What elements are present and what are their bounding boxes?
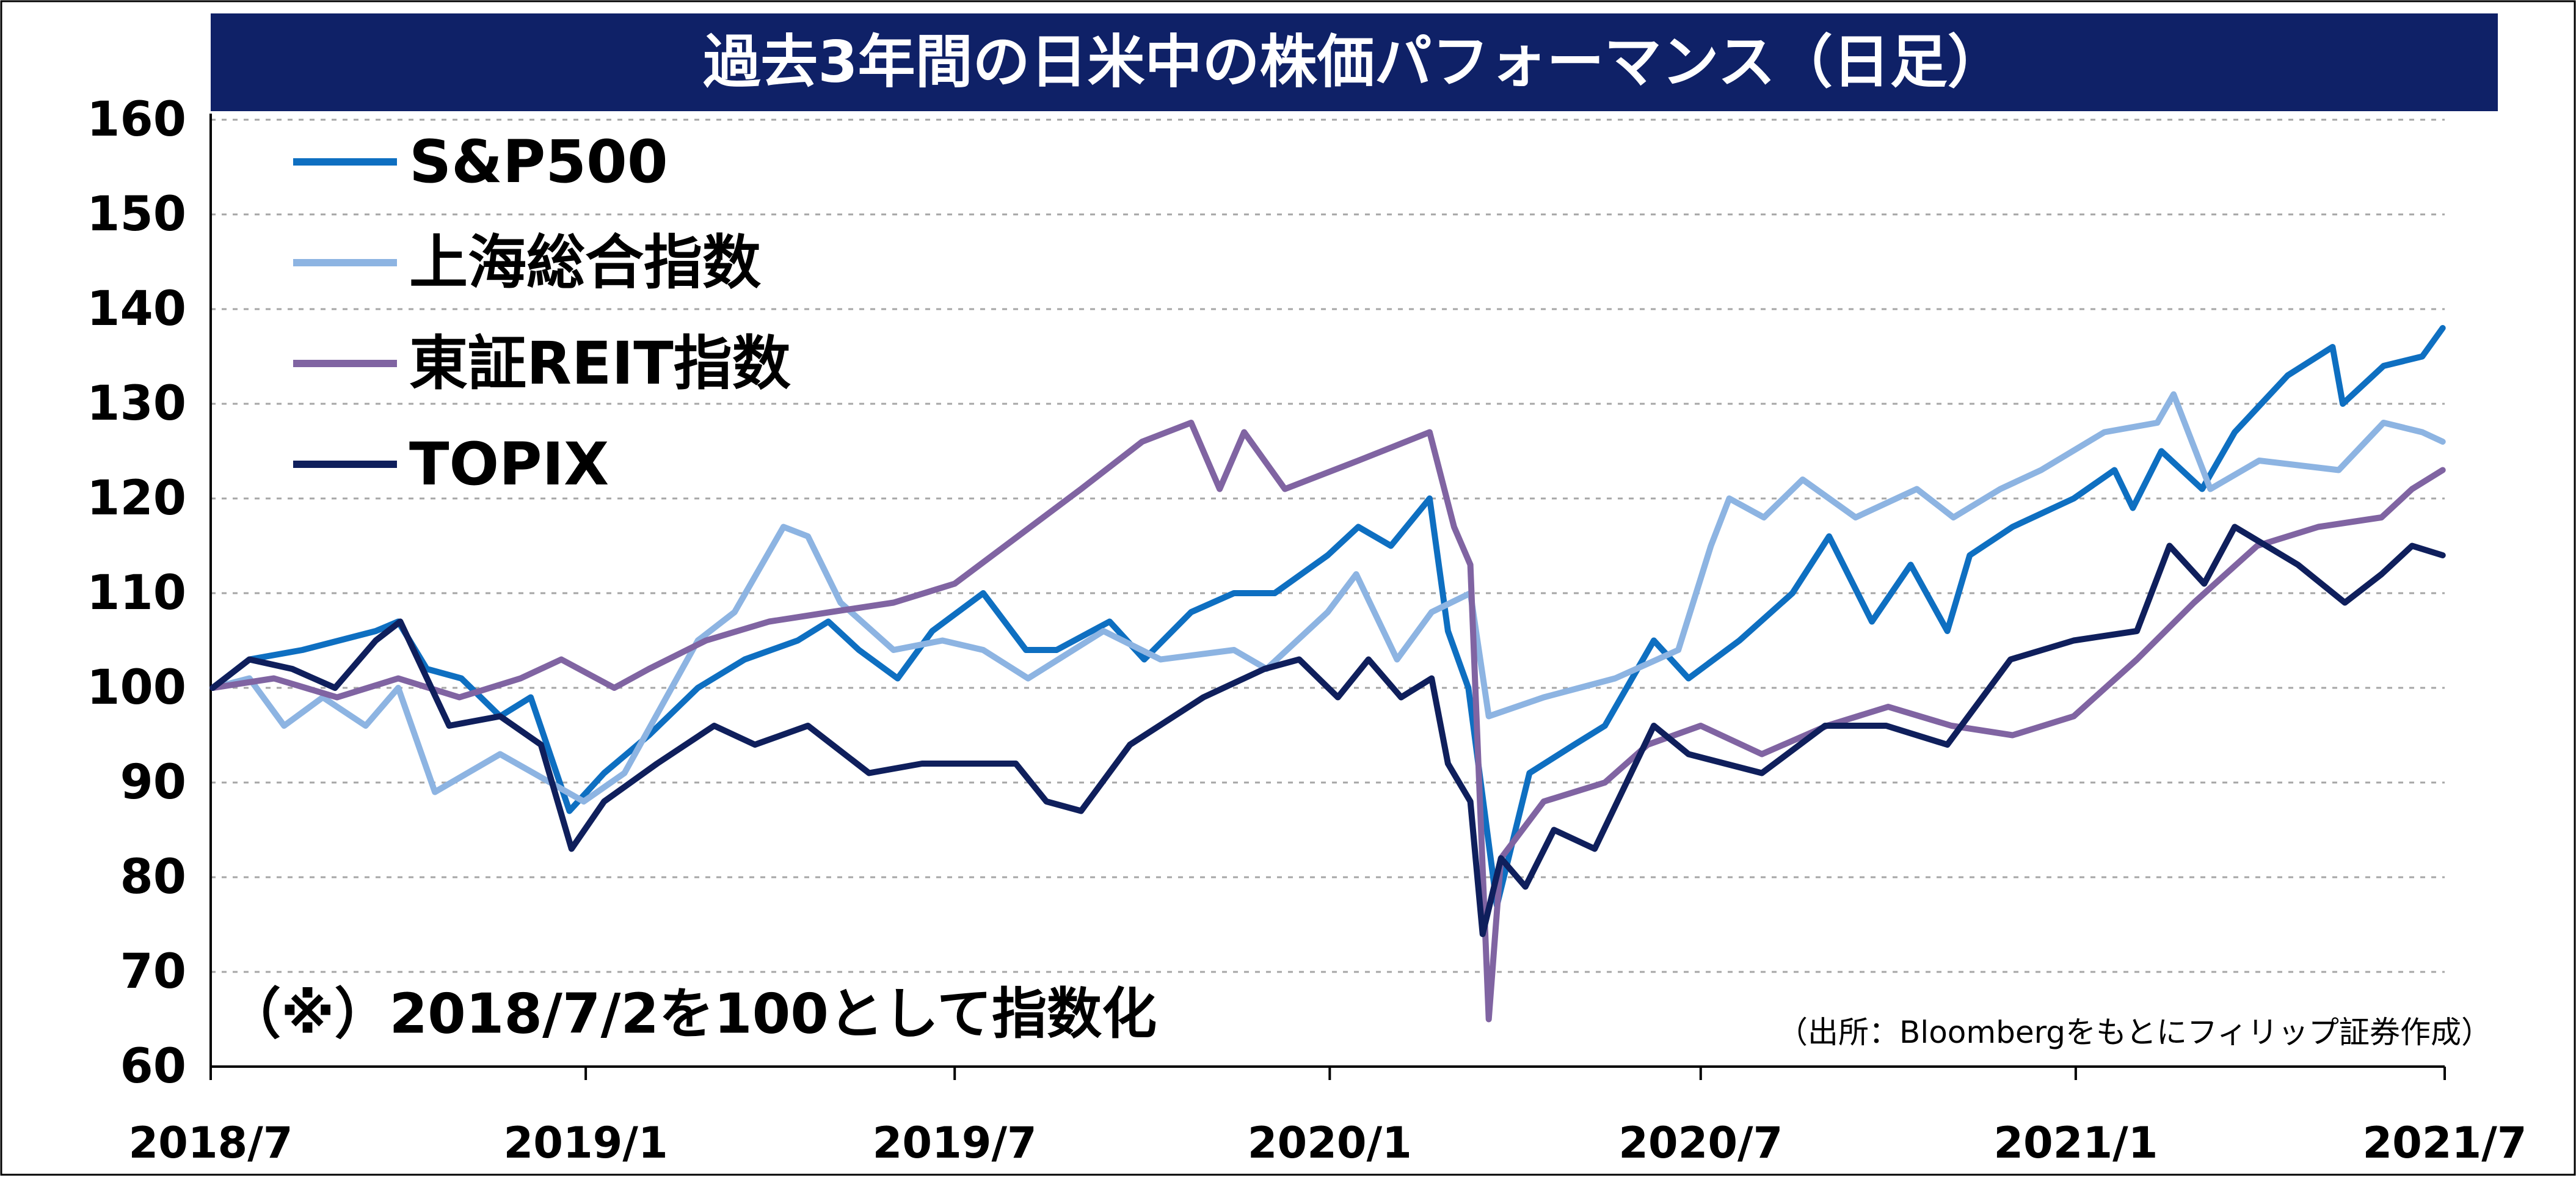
x-tick-label: 2021/1 — [1993, 1118, 2158, 1168]
y-tick-label: 150 — [87, 187, 186, 242]
x-tick-label: 2021/7 — [2362, 1118, 2527, 1168]
legend-label: 上海総合指数 — [409, 228, 761, 297]
series-line-1 — [209, 325, 2446, 909]
y-tick-label: 130 — [87, 376, 186, 431]
x-tick-label: 2020/1 — [1248, 1118, 1412, 1168]
x-tick-label: 2020/7 — [1618, 1118, 1783, 1168]
x-tick-label: 2018/7 — [128, 1118, 293, 1168]
y-tick-label: 70 — [120, 944, 186, 999]
y-tick-label: 80 — [120, 850, 186, 905]
series-line-2 — [209, 391, 2446, 805]
series-line-4 — [209, 524, 2446, 937]
x-tick-label: 2019/1 — [504, 1118, 668, 1168]
title-bar — [211, 13, 2498, 111]
series-line-3 — [209, 420, 2446, 1023]
series-lines — [209, 325, 2446, 1023]
y-tick-label: 140 — [87, 282, 186, 337]
y-tick-label: 160 — [87, 92, 186, 147]
x-tick-label: 2019/7 — [873, 1118, 1037, 1168]
y-tick-label: 120 — [87, 471, 186, 526]
y-tick-label: 90 — [120, 755, 186, 810]
legend-label: 東証REIT指数 — [409, 329, 791, 398]
chart-note: （※）2018/7/2を100として指数化 — [226, 982, 1157, 1046]
y-tick-label: 110 — [87, 566, 186, 621]
y-tick-label: 60 — [120, 1039, 186, 1094]
legend-label: TOPIX — [409, 430, 609, 498]
chart-title: 過去3年間の日米中の株価パフォーマンス（日足） — [703, 29, 2005, 96]
x-axis: 2018/7 2019/1 2019/7 2020/1 2020/7 2021/1 2021… — [128, 1065, 2527, 1168]
y-axis-ticks: 160 150 140 130 120 110 100 90 80 70 60 — [87, 92, 212, 1094]
legend-label: S&P500 — [409, 128, 668, 196]
y-tick-label: 100 — [87, 660, 186, 715]
source-text: （出所：Bloombergをもとにフィリップ証券作成） — [1777, 1015, 2492, 1050]
